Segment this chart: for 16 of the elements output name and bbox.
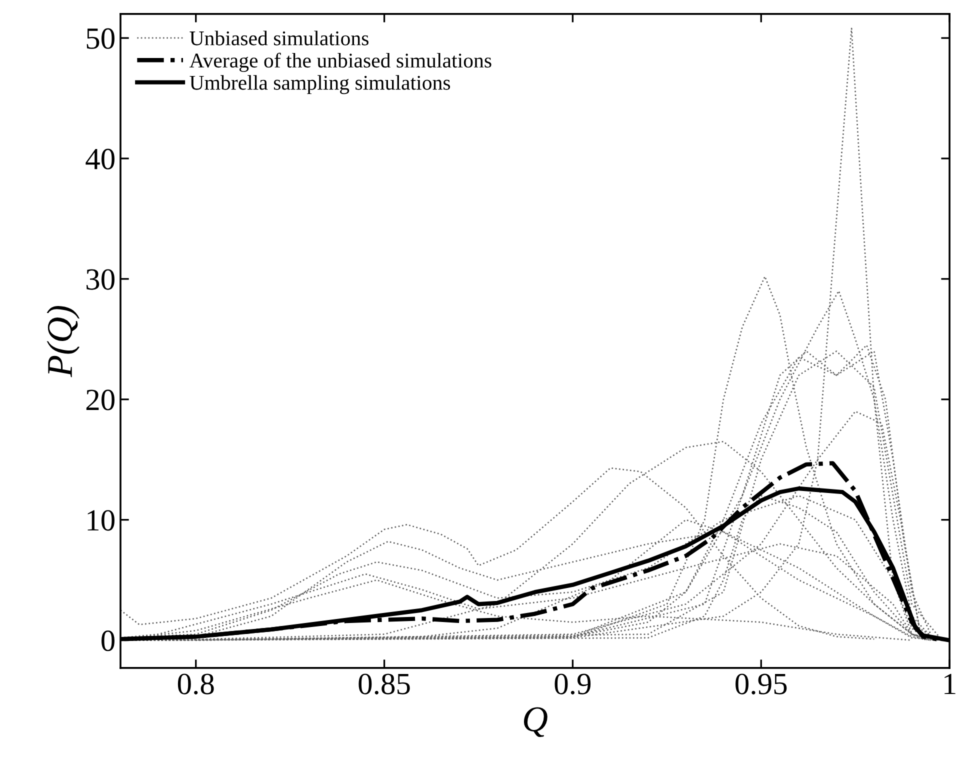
x-tick-label: 0.85 (358, 674, 410, 694)
y-tick-label: 30 (86, 269, 114, 290)
legend-label: Average of the unbiased simulations (189, 52, 492, 72)
y-tick-label: 50 (86, 28, 114, 49)
x-tick-label: 0.8 (178, 674, 214, 694)
legend-label: Umbrella sampling simulations (190, 75, 450, 94)
x-tick-label: 1 (944, 674, 956, 694)
legend-label: Unbiased simulations (190, 30, 368, 46)
y-tick-label: 10 (88, 510, 114, 531)
y-tick-label: 20 (86, 390, 114, 410)
y-tick-label: 0 (102, 630, 114, 652)
x-tick-label: 0.95 (736, 674, 787, 694)
y-axis-title: P(Q) (46, 306, 80, 378)
y-tick-label: 40 (86, 148, 114, 170)
x-tick-label: 0.9 (554, 674, 591, 694)
x-axis-title: Q (524, 707, 548, 738)
